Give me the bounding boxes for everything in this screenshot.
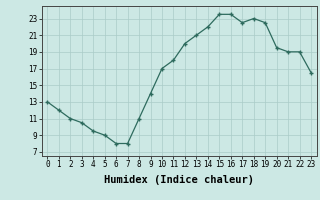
X-axis label: Humidex (Indice chaleur): Humidex (Indice chaleur) [104, 175, 254, 185]
